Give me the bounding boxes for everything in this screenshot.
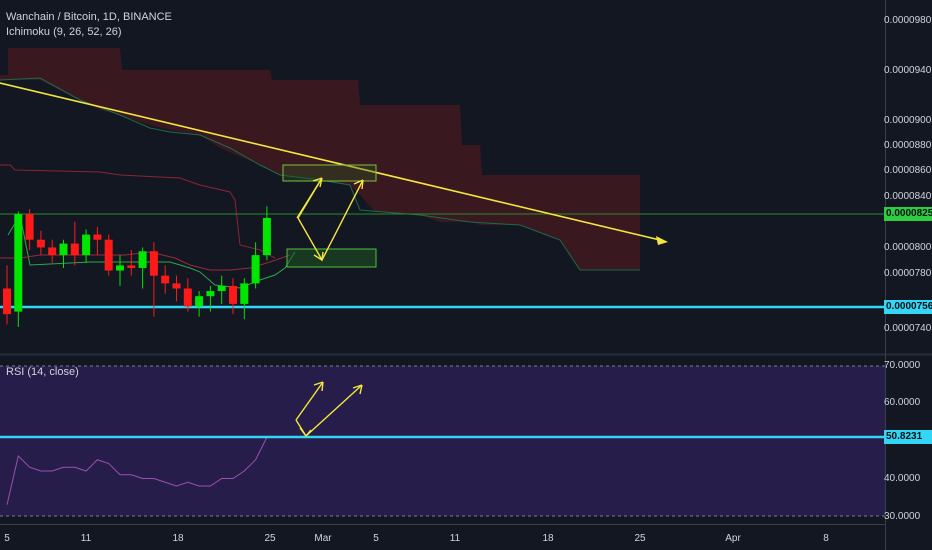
- date-tick: 25: [634, 533, 646, 544]
- rsi-band: [0, 366, 885, 516]
- candle-body: [127, 265, 136, 268]
- price-tick: 0.0000800: [884, 242, 932, 253]
- tenkan-line: [7, 213, 296, 289]
- pullback-zone-box[interactable]: [286, 248, 377, 268]
- candle-body: [25, 214, 34, 240]
- date-tick: 5: [373, 533, 379, 544]
- date-tick: 25: [264, 533, 276, 544]
- support-price-badge: 0.0000756: [884, 300, 932, 314]
- candle-body: [251, 255, 260, 284]
- date-tick: 8: [823, 533, 829, 544]
- trend-arrowhead: [656, 236, 668, 245]
- target-zone-box[interactable]: [282, 164, 377, 182]
- candle-body: [138, 251, 147, 268]
- candle-body: [161, 275, 170, 284]
- rsi-tick: 40.0000: [884, 473, 921, 484]
- candle-body: [82, 234, 91, 256]
- candle-body: [3, 288, 11, 315]
- candle-body: [206, 291, 215, 297]
- rsi-tick: 70.0000: [884, 360, 921, 371]
- candle-body: [149, 251, 158, 276]
- candle-body: [229, 285, 237, 304]
- rsi-arrowheads: [299, 381, 363, 437]
- descending-trend-line[interactable]: [0, 82, 661, 241]
- symbol-title[interactable]: Wanchain / Bitcoin, 1D, BINANCE: [6, 11, 172, 23]
- rsi-tick: 60.0000: [884, 397, 921, 408]
- price-tick: 0.0000900: [884, 115, 932, 126]
- price-tick: 0.0000940: [884, 65, 932, 76]
- candle-body: [116, 265, 124, 271]
- date-tick: 11: [80, 533, 92, 544]
- candle-body: [59, 243, 68, 256]
- price-tick: 0.0000740: [884, 323, 932, 334]
- candle-body: [195, 296, 204, 307]
- price-tick: 0.0000840: [884, 191, 932, 202]
- date-tick-month: Apr: [725, 533, 741, 544]
- candle-body: [93, 234, 102, 240]
- candle-body: [48, 247, 57, 256]
- candle-body: [240, 283, 249, 304]
- ichimoku-span-lower: [0, 77, 640, 271]
- candle-body: [217, 285, 226, 292]
- candle-body: [70, 243, 79, 256]
- rsi-value-badge: 50.8231: [884, 430, 932, 444]
- candle-body: [172, 283, 181, 289]
- date-tick: 11: [449, 533, 461, 544]
- rsi-line: [6, 437, 268, 505]
- date-tick: 18: [542, 533, 554, 544]
- date-tick: 5: [4, 533, 10, 544]
- price-tick: 0.0000860: [884, 165, 932, 176]
- rsi-legend[interactable]: RSI (14, close): [6, 366, 79, 378]
- price-tick: 0.0000880: [884, 140, 932, 151]
- candle-body: [183, 288, 192, 307]
- current-price-badge: 0.0000825: [884, 207, 932, 221]
- candle-body: [14, 214, 23, 312]
- ichimoku-legend[interactable]: Ichimoku (9, 26, 52, 26): [6, 26, 122, 38]
- ichimoku-span-upper: [0, 164, 276, 259]
- date-tick-month: Mar: [314, 533, 332, 544]
- date-tick: 18: [172, 533, 184, 544]
- candle-body: [104, 239, 113, 271]
- rsi-tick: 30.0000: [884, 511, 921, 522]
- candle-body: [36, 239, 45, 248]
- candle-body: [262, 217, 271, 256]
- candlestick-series: [3, 206, 271, 327]
- path-arrowheads: [312, 177, 364, 261]
- price-tick: 0.0000980: [884, 15, 932, 26]
- price-tick: 0.0000780: [884, 268, 932, 279]
